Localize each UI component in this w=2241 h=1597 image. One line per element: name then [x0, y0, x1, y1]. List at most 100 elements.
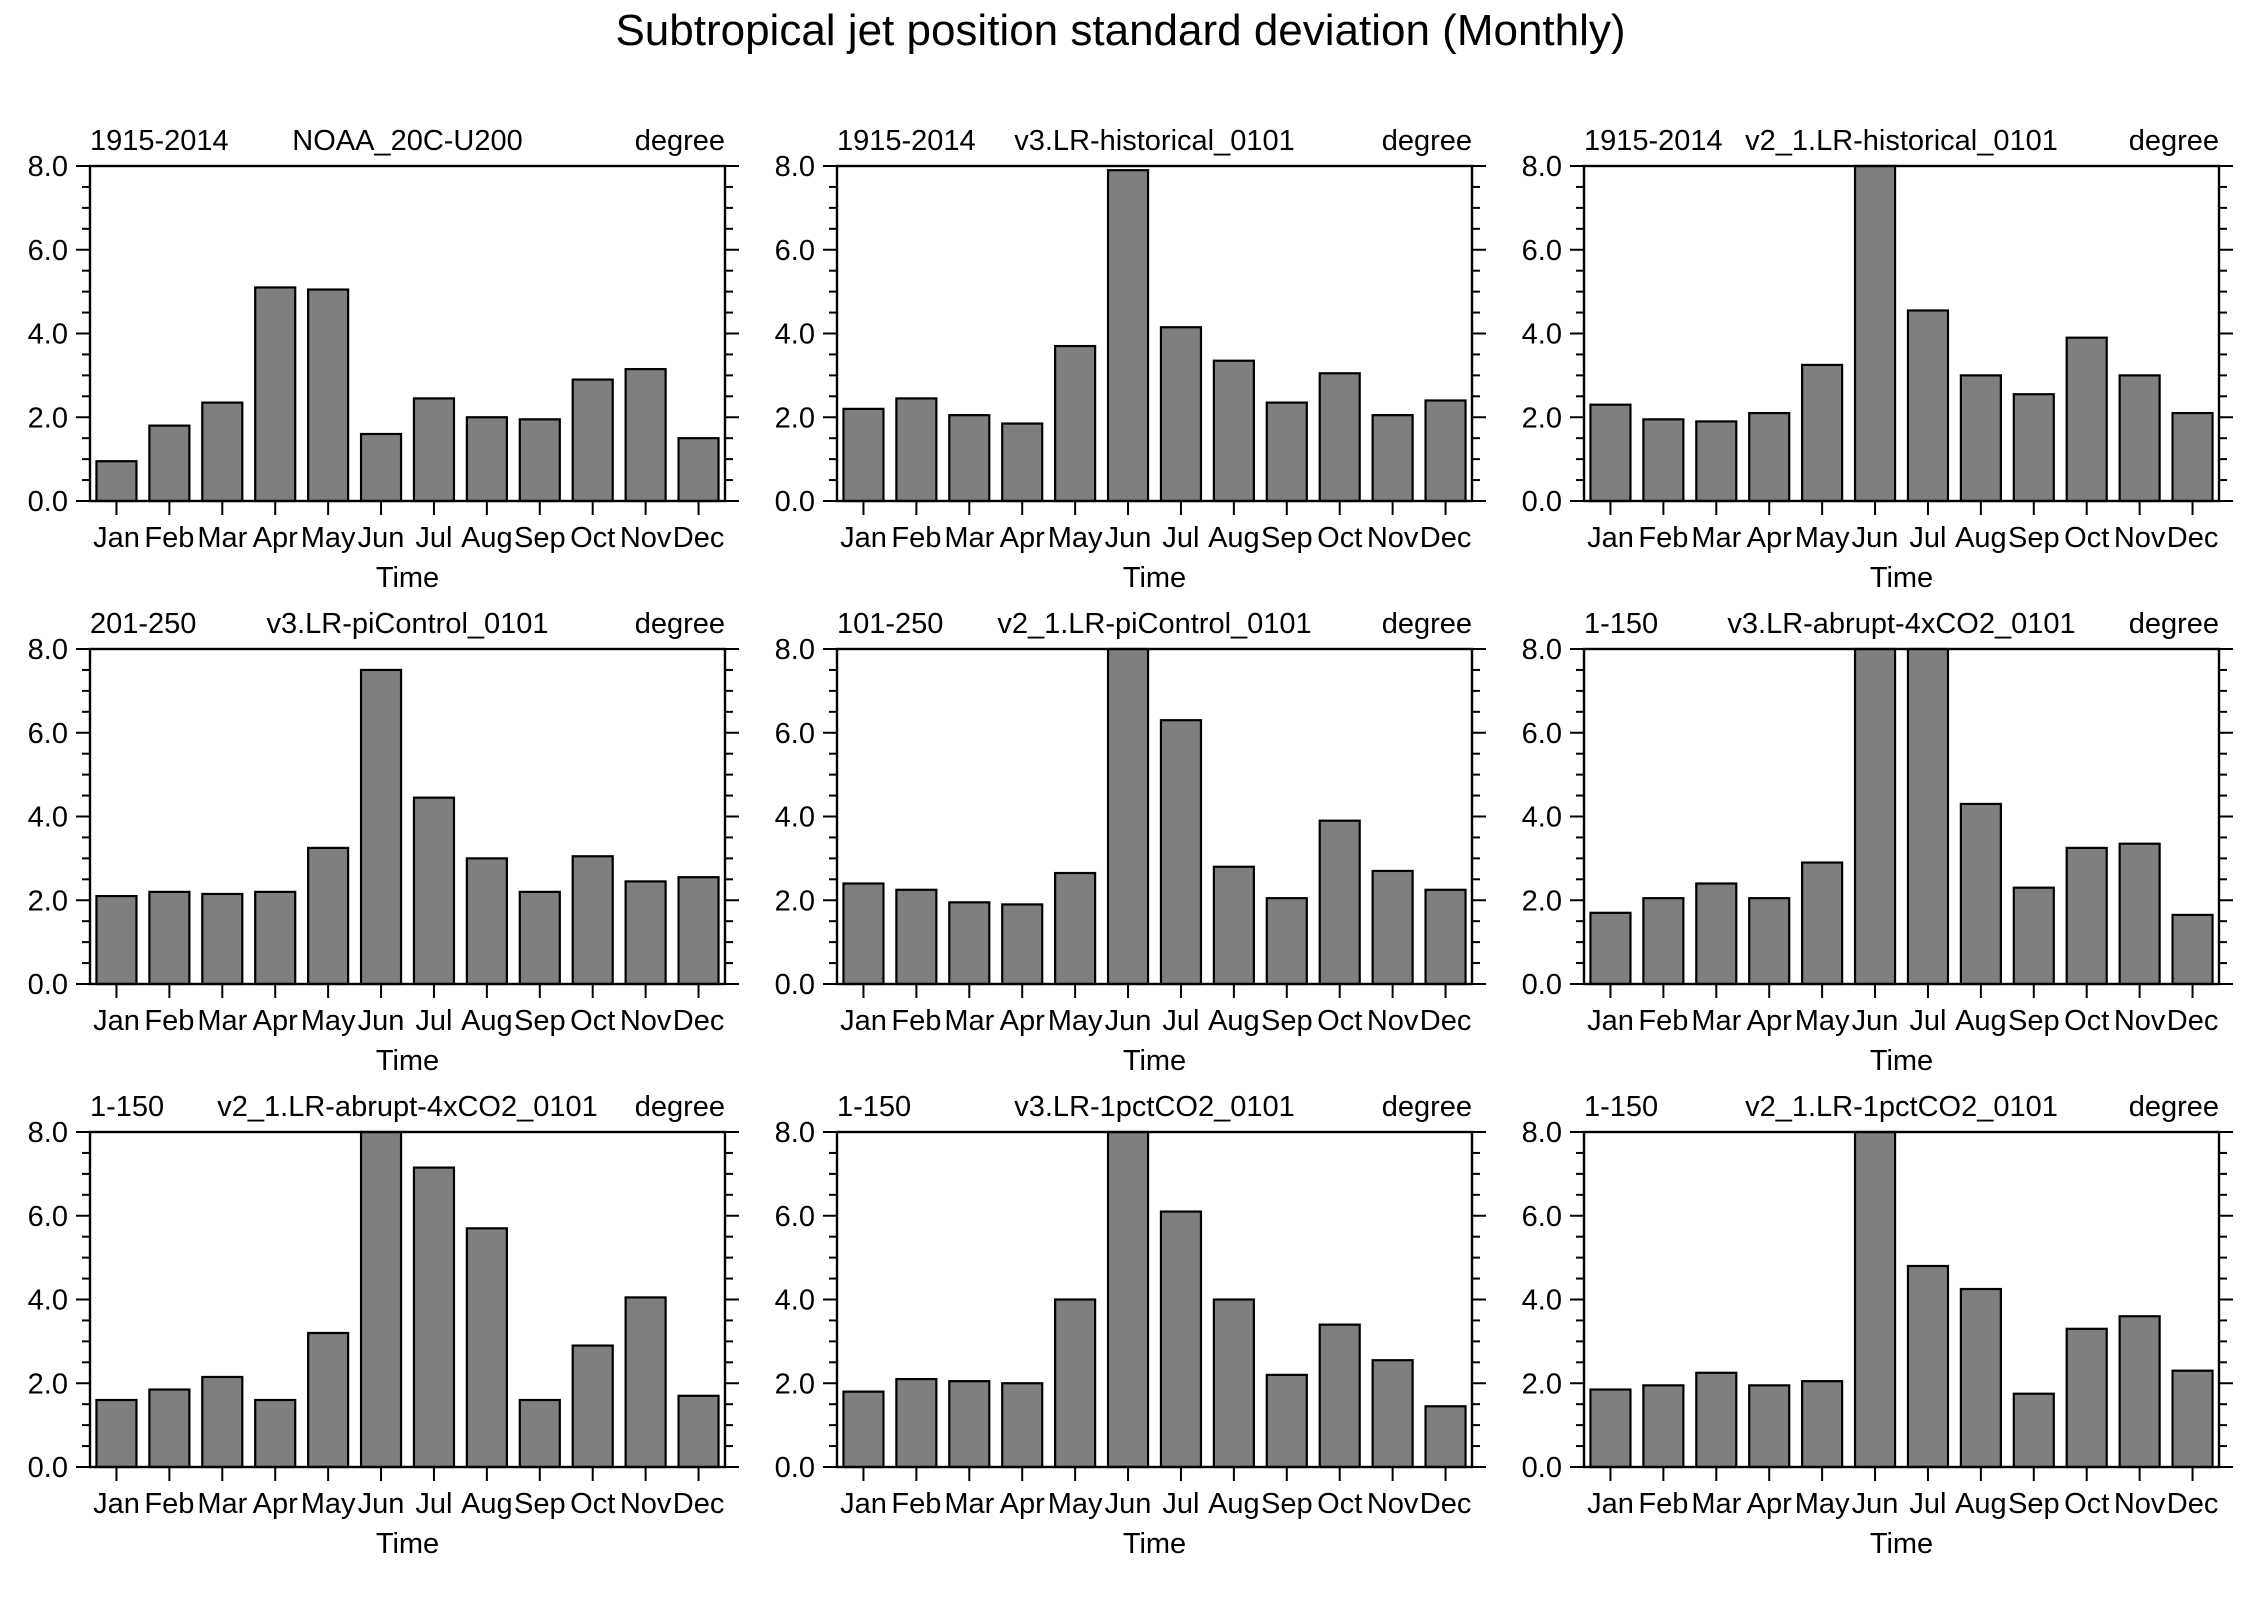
bar-chart-svg: 1-150 v3.LR-abrupt-4xCO2_0101 degree 0.0 2.0…: [1522, 608, 2233, 1077]
x-tick-label-Feb: Feb: [1638, 522, 1688, 554]
x-axis-title: Time: [1123, 1045, 1186, 1077]
x-axis-title: Time: [1123, 562, 1186, 594]
x-tick-label-Oct: Oct: [1317, 522, 1362, 554]
bar-Oct: [2065, 1327, 2108, 1469]
x-tick-label-Feb: Feb: [1638, 1005, 1688, 1037]
y-tick-label: 4.0: [1522, 1285, 1562, 1317]
bar-Mar: [1695, 882, 1738, 986]
y-tick-label: 0.0: [1522, 969, 1562, 1001]
x-tick-label-Mar: Mar: [944, 1488, 994, 1520]
x-tick-label-Jul: Jul: [1909, 1488, 1946, 1520]
bar-Jul: [412, 397, 456, 503]
x-tick-label-Aug: Aug: [461, 1005, 513, 1037]
bar-Apr: [1001, 1382, 1044, 1469]
x-tick-label-Nov: Nov: [1367, 1488, 1419, 1520]
x-tick-label-Jun: Jun: [1852, 522, 1899, 554]
bar-Apr: [254, 890, 297, 986]
x-tick-label-Mar: Mar: [197, 1488, 247, 1520]
x-tick-label-Aug: Aug: [1955, 522, 2007, 554]
bar-Feb: [1642, 897, 1685, 986]
panel-unit-label: degree: [635, 1091, 725, 1123]
bar-Jan: [1589, 1388, 1632, 1469]
y-tick-label: 4.0: [28, 802, 68, 834]
x-tick-label-Jun: Jun: [1105, 1488, 1152, 1520]
x-tick-label-Jan: Jan: [1587, 522, 1634, 554]
x-tick-label-Aug: Aug: [461, 1488, 513, 1520]
x-tick-label-Apr: Apr: [1000, 1005, 1045, 1037]
bar-Aug: [1212, 865, 1255, 986]
bar-Nov: [1371, 1359, 1414, 1469]
bar-Nov: [1371, 869, 1414, 986]
x-tick-label-Aug: Aug: [1208, 1005, 1260, 1037]
y-tick-label: 2.0: [1522, 885, 1562, 917]
bar-Apr: [1748, 1384, 1791, 1469]
x-tick-label-Dec: Dec: [673, 1488, 725, 1520]
bar-Oct: [1318, 372, 1361, 503]
x-tick-label-Nov: Nov: [2114, 1005, 2166, 1037]
panel-period-label: 1-150: [837, 1091, 911, 1123]
x-tick-label-Jun: Jun: [1852, 1488, 1899, 1520]
x-tick-label-Nov: Nov: [1367, 1005, 1419, 1037]
x-tick-label-Aug: Aug: [1208, 1488, 1260, 1520]
x-tick-label-Jun: Jun: [358, 1488, 405, 1520]
bar-Jul: [1906, 647, 1950, 986]
y-tick-label: 4.0: [775, 1285, 815, 1317]
bar-Apr: [254, 286, 297, 503]
panel-period-label: 1915-2014: [837, 125, 976, 157]
bar-Feb: [895, 888, 938, 986]
bar-Jul: [412, 796, 456, 986]
bar-Mar: [201, 401, 244, 503]
x-tick-label-Feb: Feb: [891, 522, 941, 554]
panel-period-label: 1915-2014: [90, 125, 229, 157]
x-tick-label-Apr: Apr: [253, 522, 298, 554]
bar-Nov: [2118, 374, 2161, 503]
bar-Mar: [201, 1375, 244, 1469]
x-tick-label-Aug: Aug: [1955, 1488, 2007, 1520]
x-tick-label-May: May: [1795, 522, 1850, 554]
bar-Jun: [359, 432, 403, 503]
panel-period-label: 1-150: [90, 1091, 164, 1123]
bar-May: [1054, 1298, 1097, 1469]
x-tick-label-Sep: Sep: [1261, 1488, 1313, 1520]
y-tick-label: 8.0: [28, 151, 68, 183]
y-tick-label: 8.0: [1522, 151, 1562, 183]
x-axis-title: Time: [1870, 1045, 1933, 1077]
x-tick-label-Jan: Jan: [93, 522, 140, 554]
bar-Feb: [148, 424, 191, 503]
y-tick-label: 8.0: [28, 1117, 68, 1149]
x-tick-label-Nov: Nov: [1367, 522, 1419, 554]
panel-title: v2_1.LR-historical_0101: [1745, 125, 2058, 157]
bar-Jan: [95, 894, 138, 986]
y-tick-label: 2.0: [28, 402, 68, 434]
x-tick-label-May: May: [1048, 1488, 1103, 1520]
bar-Dec: [677, 1394, 720, 1469]
x-tick-label-Oct: Oct: [2064, 1005, 2109, 1037]
chart-panel-1: 1915-2014 NOAA_20C-U200 degree 0.0 2.0 4.0 6.0…: [0, 118, 747, 601]
x-tick-label-Feb: Feb: [144, 522, 194, 554]
x-tick-label-Jul: Jul: [1162, 1488, 1199, 1520]
panel-title: v3.LR-piControl_0101: [266, 608, 548, 640]
bar-Jun: [1106, 1130, 1150, 1469]
bar-Aug: [1959, 802, 2002, 986]
x-tick-label-Mar: Mar: [1691, 1488, 1741, 1520]
y-tick-label: 2.0: [775, 1368, 815, 1400]
y-tick-label: 0.0: [28, 1452, 68, 1484]
bar-Nov: [624, 367, 667, 503]
bar-Feb: [1642, 418, 1685, 503]
panel-title: v3.LR-1pctCO2_0101: [1014, 1091, 1295, 1123]
bar-Jul: [1159, 326, 1203, 503]
chart-panel-9: 1-150 v2_1.LR-1pctCO2_0101 degree 0.0 2.0 4.0…: [1494, 1084, 2241, 1567]
bar-Sep: [518, 418, 561, 503]
x-tick-label-Feb: Feb: [1638, 1488, 1688, 1520]
x-axis-title: Time: [376, 562, 439, 594]
y-tick-label: 8.0: [775, 634, 815, 666]
panel-period-label: 1915-2014: [1584, 125, 1723, 157]
x-tick-label-Feb: Feb: [144, 1488, 194, 1520]
y-tick-label: 2.0: [1522, 402, 1562, 434]
x-tick-label-May: May: [1795, 1005, 1850, 1037]
x-tick-label-Jul: Jul: [1162, 522, 1199, 554]
bar-Jan: [95, 460, 138, 503]
chart-panel-4: 201-250 v3.LR-piControl_0101 degree 0.0 2.0 4…: [0, 601, 747, 1084]
x-tick-label-Jan: Jan: [840, 1488, 887, 1520]
bar-Jun: [359, 668, 403, 986]
